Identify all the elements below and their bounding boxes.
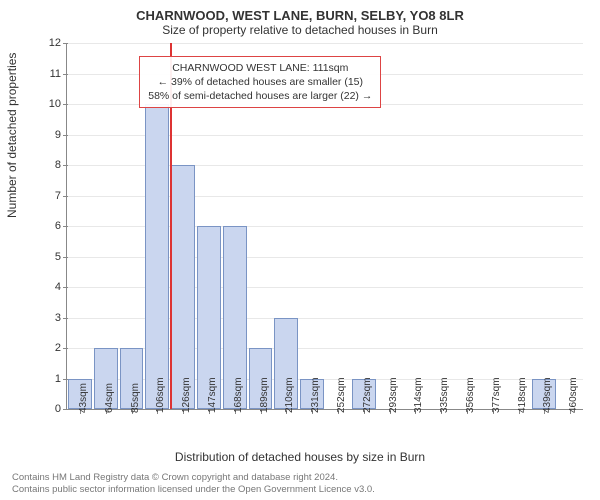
y-tick-label: 12	[49, 37, 67, 49]
footer-line2: Contains public sector information licen…	[12, 484, 375, 496]
footer-attribution: Contains HM Land Registry data © Crown c…	[12, 472, 375, 496]
annotation-line: ← 39% of detached houses are smaller (15…	[148, 75, 372, 89]
x-axis-label: Distribution of detached houses by size …	[175, 450, 425, 464]
x-tick-label: 293sqm	[388, 377, 399, 413]
x-tick-label: 147sqm	[207, 377, 218, 413]
y-tick-label: 0	[55, 403, 67, 415]
histogram-bar	[171, 165, 195, 409]
annotation-line: CHARNWOOD WEST LANE: 111sqm	[148, 61, 372, 75]
chart-subtitle: Size of property relative to detached ho…	[8, 23, 592, 37]
y-tick-label: 3	[55, 312, 67, 324]
gridline	[67, 43, 583, 44]
y-tick-label: 5	[55, 251, 67, 263]
annotation-box: CHARNWOOD WEST LANE: 111sqm← 39% of deta…	[139, 56, 381, 109]
x-tick-label: 168sqm	[233, 377, 244, 413]
y-tick-label: 2	[55, 342, 67, 354]
x-tick-label: 439sqm	[542, 377, 553, 413]
x-tick-label: 189sqm	[259, 377, 270, 413]
x-tick-label: 231sqm	[310, 377, 321, 413]
gridline	[67, 165, 583, 166]
chart-title: CHARNWOOD, WEST LANE, BURN, SELBY, YO8 8…	[8, 8, 592, 23]
x-tick-label: 126sqm	[181, 377, 192, 413]
gridline	[67, 226, 583, 227]
x-tick-label: 418sqm	[517, 377, 528, 413]
plot-area: 012345678910111243sqm64sqm85sqm106sqm126…	[66, 43, 583, 410]
gridline	[67, 318, 583, 319]
y-tick-label: 10	[49, 98, 67, 110]
gridline	[67, 287, 583, 288]
histogram-bar	[145, 104, 169, 409]
y-tick-label: 9	[55, 129, 67, 141]
gridline	[67, 257, 583, 258]
y-tick-label: 11	[50, 68, 67, 80]
x-tick-label: 335sqm	[439, 377, 450, 413]
x-tick-label: 272sqm	[362, 377, 373, 413]
gridline	[67, 196, 583, 197]
x-tick-label: 210sqm	[284, 377, 295, 413]
x-tick-label: 64sqm	[104, 383, 115, 413]
chart-container: CHARNWOOD, WEST LANE, BURN, SELBY, YO8 8…	[8, 8, 592, 462]
x-tick-label: 377sqm	[491, 377, 502, 413]
x-tick-label: 314sqm	[413, 377, 424, 413]
annotation-line: 58% of semi-detached houses are larger (…	[148, 89, 372, 103]
gridline	[67, 135, 583, 136]
y-tick-label: 7	[55, 190, 67, 202]
x-tick-label: 106sqm	[155, 377, 166, 413]
x-tick-label: 43sqm	[78, 383, 89, 413]
y-tick-label: 6	[55, 220, 67, 232]
x-tick-label: 85sqm	[130, 383, 141, 413]
gridline	[67, 348, 583, 349]
x-tick-label: 356sqm	[465, 377, 476, 413]
x-tick-label: 460sqm	[568, 377, 579, 413]
x-tick-label: 252sqm	[336, 377, 347, 413]
y-axis-label: Number of detached properties	[5, 53, 19, 218]
y-tick-label: 8	[55, 159, 67, 171]
gridline	[67, 379, 583, 380]
y-tick-label: 4	[55, 281, 67, 293]
footer-line1: Contains HM Land Registry data © Crown c…	[12, 472, 375, 484]
y-tick-label: 1	[55, 373, 67, 385]
